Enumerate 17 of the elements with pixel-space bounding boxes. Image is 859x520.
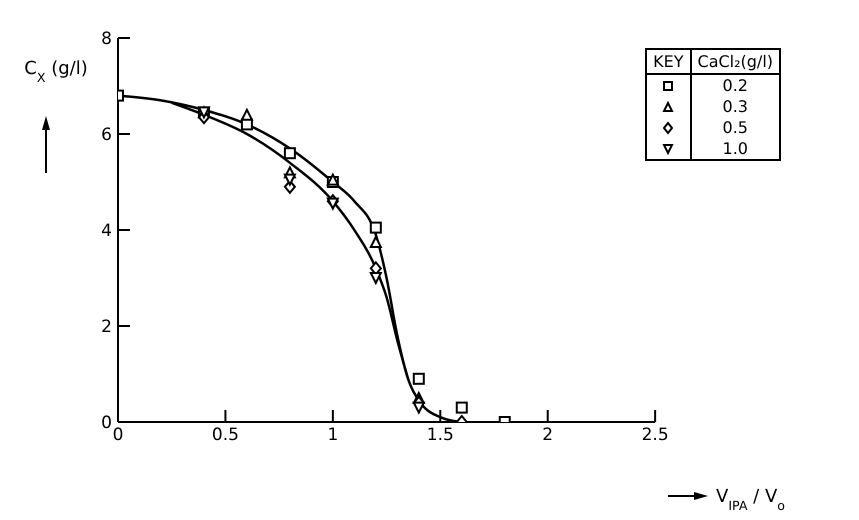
x-tick-label: 2.5	[642, 425, 669, 446]
y-tick-label: 6	[101, 125, 112, 146]
x-tick-label: 1.5	[426, 425, 454, 446]
y-tick-label: 2	[101, 317, 112, 338]
legend-title: CaCl₂(g/l)	[690, 49, 780, 74]
legend-label: 0.3	[722, 96, 749, 117]
y-tick-label: 4	[101, 221, 112, 242]
y-tick-label: 8	[101, 29, 112, 50]
x-tick-label: 0.5	[212, 425, 239, 446]
legend-label: 0.5	[722, 117, 749, 138]
legend-label: 0.2	[722, 75, 749, 96]
x-tick-label: 2	[542, 425, 554, 446]
annotation: KEY	[646, 49, 691, 74]
x-axis-title: V$_{IPA}$ / V$_{o}$	[716, 486, 786, 512]
x-tick-label: 1	[327, 425, 338, 446]
y-axis-title: C$_{X}$ (g/l)	[24, 58, 88, 84]
legend-label: 1.0	[722, 138, 749, 160]
